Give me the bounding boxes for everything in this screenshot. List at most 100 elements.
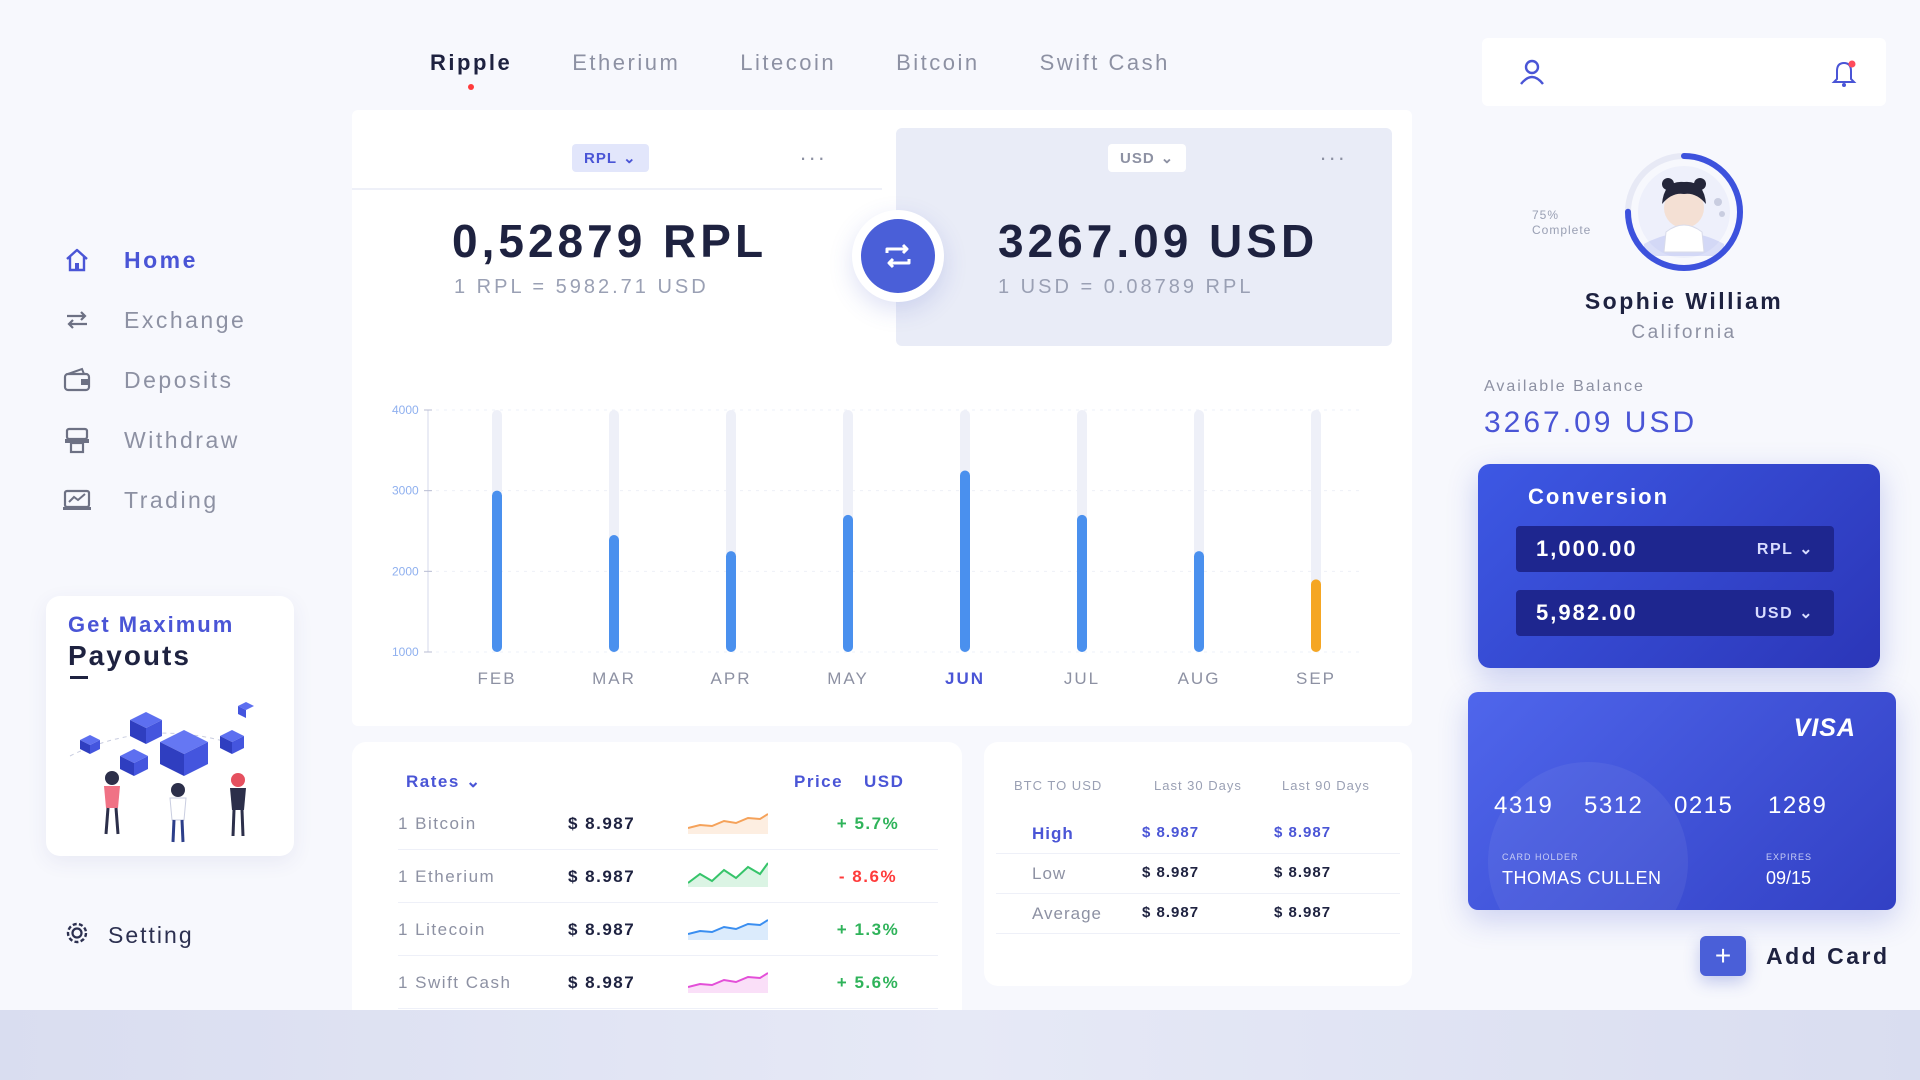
from-currency-value: RPL: [584, 149, 617, 167]
conversion-amount-input-1[interactable]: 1,000.00 RPL ⌄: [1516, 526, 1834, 572]
rates-dropdown-label: Rates: [406, 772, 460, 791]
from-currency-select[interactable]: RPL ⌄: [572, 144, 649, 172]
rate-price: $ 8.987: [568, 866, 636, 886]
chart-bar-aug[interactable]: [1194, 551, 1204, 652]
chart-bar-sep[interactable]: [1311, 579, 1321, 652]
visa-card[interactable]: VISA 4319 5312 0215 1289 CARD HOLDER EXP…: [1468, 692, 1896, 910]
from-rate: 1 RPL = 5982.71 USD: [454, 276, 709, 298]
rate-change: - 8.6%: [838, 866, 898, 886]
user-icon[interactable]: [1518, 58, 1546, 91]
add-card-label: Add Card: [1766, 942, 1890, 969]
stats-90d-value: $ 8.987: [1274, 904, 1332, 921]
exchange-icon: [60, 303, 94, 337]
conversion-currency-2: USD: [1754, 605, 1794, 622]
promo-illustration: [69, 702, 254, 843]
rates-dropdown[interactable]: Rates ⌄: [406, 772, 482, 792]
rate-coin-name: 1 Bitcoin: [398, 813, 477, 833]
avatar[interactable]: [1604, 152, 1764, 312]
rates-row[interactable]: 1 Swift Cash $ 8.987 + 5.6%: [398, 957, 938, 1009]
stats-90d-value: $ 8.987: [1274, 824, 1332, 841]
chart-bar-feb[interactable]: [492, 490, 502, 652]
conversion-currency-select-2[interactable]: USD ⌄: [1755, 603, 1814, 623]
chart-bar-jul[interactable]: [1077, 514, 1087, 652]
trading-icon: [60, 483, 94, 517]
tab-bitcoin[interactable]: Bitcoin: [896, 50, 980, 75]
stats-row-low: Low $ 8.987 $ 8.987: [996, 854, 1400, 894]
wallet-icon: [60, 363, 94, 397]
tab-litecoin[interactable]: Litecoin: [740, 50, 837, 75]
profile-progress-label: Complete: [1532, 223, 1592, 237]
conversion-card: Conversion 1,000.00 RPL ⌄ 5,982.00 USD ⌄: [1478, 464, 1880, 668]
chart-x-tick-label: JUL: [1064, 669, 1100, 688]
from-currency-box: RPL ⌄ ... 0,52879 RPL 1 RPL = 5982.71 US…: [352, 110, 882, 346]
sidebar-item-trading[interactable]: Trading: [60, 470, 246, 530]
sidebar-item-home[interactable]: Home: [60, 230, 246, 290]
currency-tabs: Ripple Etherium Litecoin Bitcoin Swift C…: [430, 50, 1230, 76]
swap-icon: [861, 219, 935, 293]
card-expires-label: EXPIRES: [1766, 852, 1813, 862]
card-number-group: 4319: [1494, 792, 1554, 819]
stats-row-high: High $ 8.987 $ 8.987: [996, 814, 1400, 854]
to-currency-value: USD: [1120, 149, 1155, 167]
sidebar-item-exchange[interactable]: Exchange: [60, 290, 246, 350]
rate-coin-name: 1 Etherium: [398, 866, 496, 886]
swap-button[interactable]: [852, 210, 944, 302]
chart-bar-apr[interactable]: [726, 551, 736, 652]
setting-button[interactable]: Setting: [62, 918, 194, 953]
to-currency-select[interactable]: USD ⌄: [1108, 144, 1187, 172]
rates-row[interactable]: 1 Etherium $ 8.987 - 8.6%: [398, 851, 938, 903]
stats-header-30d: Last 30 Days: [1154, 778, 1242, 793]
chart-y-tick-label: 4000: [392, 403, 419, 417]
app-window: Ripple Etherium Litecoin Bitcoin Swift C…: [0, 0, 1920, 1010]
sidebar-item-label: Deposits: [124, 366, 234, 393]
tab-swift-cash[interactable]: Swift Cash: [1039, 50, 1170, 75]
conversion-amount-1: 1,000.00: [1536, 536, 1638, 561]
chart-y-tick-label: 3000: [392, 484, 419, 498]
chart-x-tick-label: APR: [711, 669, 752, 688]
payouts-promo-card[interactable]: Get Maximum Payouts: [46, 596, 294, 856]
rate-price: $ 8.987: [568, 972, 636, 992]
user-location: California: [1631, 322, 1737, 343]
chart-y-tick-label: 2000: [392, 564, 419, 578]
sidebar-item-label: Exchange: [124, 306, 247, 333]
sparkline-chart: [687, 967, 798, 998]
chart-bar-mar[interactable]: [609, 535, 619, 652]
card-expiry: 09/15: [1766, 868, 1812, 888]
chart-y-tick-label: 1000: [392, 645, 419, 659]
bell-icon[interactable]: [1830, 58, 1858, 93]
chart-bars: [492, 410, 1321, 652]
sidebar-item-withdraw[interactable]: Withdraw: [60, 410, 246, 470]
stats-header-pair: BTC TO USD: [1014, 778, 1103, 793]
user-name: Sophie William: [1584, 288, 1784, 314]
chart-bar-may[interactable]: [843, 514, 853, 652]
add-card-button[interactable]: + Add Card: [1700, 936, 1890, 976]
divider: [352, 188, 882, 190]
chart-y-axis: 4000 3000 2000 1000: [392, 403, 419, 659]
chart-bar-jun[interactable]: [960, 470, 970, 653]
rates-row[interactable]: 1 Litecoin $ 8.987 + 1.3%: [398, 904, 938, 956]
conversion-currency-select-1[interactable]: RPL ⌄: [1757, 539, 1814, 559]
more-options-icon[interactable]: ...: [1320, 140, 1348, 165]
conversion-amount-input-2[interactable]: 5,982.00 USD ⌄: [1516, 590, 1834, 636]
chart-x-tick-label: FEB: [477, 669, 516, 688]
promo-title-line1: Get Maximum: [68, 612, 235, 637]
sparkline-chart: [687, 808, 798, 839]
promo-divider: [70, 676, 88, 679]
stats-30d-value: $ 8.987: [1142, 864, 1200, 881]
sparkline-chart: [687, 914, 798, 945]
more-options-icon[interactable]: ...: [800, 140, 828, 165]
chart-x-tick-label: JUN: [945, 669, 985, 688]
rates-row[interactable]: 1 Bitcoin $ 8.987 + 5.7%: [398, 798, 938, 850]
rate-change: + 1.3%: [836, 919, 900, 939]
profile-progress-percent: 75%: [1532, 208, 1560, 222]
stats-label: High: [1032, 824, 1074, 843]
chart-x-tick-label: MAR: [592, 669, 636, 688]
to-currency-box: USD ⌄ ... 3267.09 USD 1 USD = 0.08789 RP…: [896, 128, 1392, 346]
conversion-currency-1: RPL: [1756, 541, 1794, 558]
sidebar-item-label: Home: [124, 246, 198, 273]
tab-ripple[interactable]: Ripple: [430, 50, 513, 75]
rate-change: + 5.6%: [836, 972, 900, 992]
sidebar-item-deposits[interactable]: Deposits: [60, 350, 246, 410]
promo-title-line2: Payouts: [68, 640, 191, 671]
tab-etherium[interactable]: Etherium: [572, 50, 681, 75]
